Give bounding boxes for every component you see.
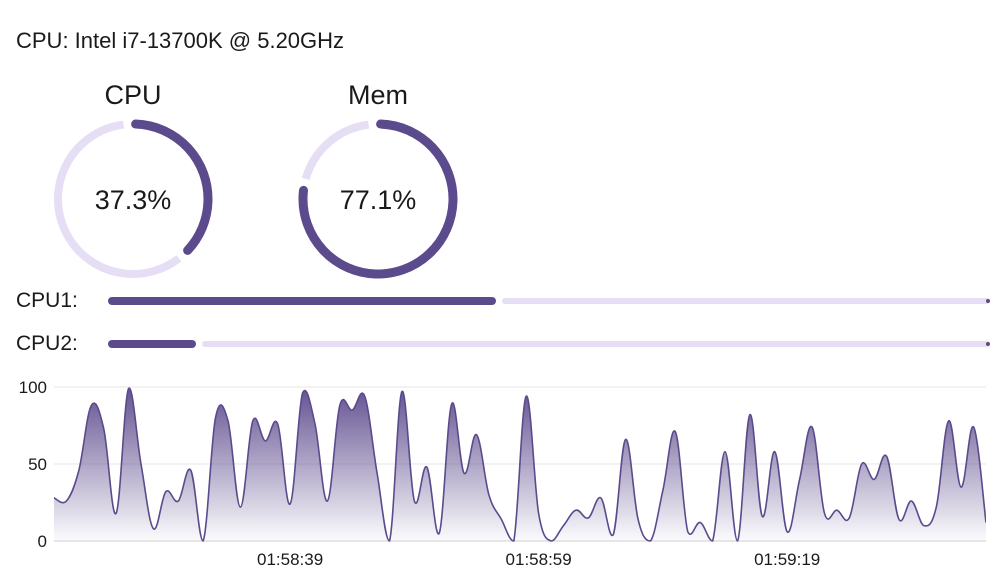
- cpu-info-label: CPU: Intel i7-13700K @ 5.20GHz: [16, 28, 345, 53]
- core-usage-bar: [108, 297, 990, 305]
- y-tick-label: 100: [19, 378, 47, 397]
- cpu-gauge-ring: 37.3%: [53, 119, 213, 279]
- y-tick-label: 50: [28, 455, 47, 474]
- y-axis: 0 50 100: [19, 378, 47, 551]
- gauge-arc: [298, 119, 458, 279]
- cpu-gauge: CPU 37.3%: [48, 78, 218, 284]
- core-usage-fill: [108, 297, 496, 305]
- core-label: CPU2:: [16, 332, 78, 355]
- x-tick-label: 01:58:59: [506, 550, 572, 569]
- core-row-cpu2: CPU2:: [16, 329, 990, 359]
- core-label: CPU1:: [16, 289, 78, 312]
- core-bar-end-marker: [986, 342, 990, 346]
- core-usage-remaining: [502, 298, 990, 304]
- gauge-title: Mem: [348, 80, 408, 110]
- gauge-track: [299, 119, 457, 278]
- x-axis: 01:58:39 01:58:59 01:59:19: [257, 550, 820, 569]
- cpu-history-chart: 0 50 100 01:58:39 01:58:59 01:59:19: [19, 378, 986, 569]
- x-tick-label: 01:59:19: [754, 550, 820, 569]
- gauge-arc: [53, 119, 213, 279]
- gauge-track: [54, 120, 212, 278]
- x-tick-label: 01:58:39: [257, 550, 323, 569]
- core-usage-bar: [108, 340, 990, 348]
- y-tick-label: 0: [38, 532, 47, 551]
- core-row-cpu1: CPU1:: [16, 286, 990, 316]
- core-bar-end-marker: [986, 299, 990, 303]
- mem-gauge: Mem 77.1%: [293, 78, 463, 284]
- core-usage-remaining: [202, 341, 990, 347]
- gauge-value: 77.1%: [340, 185, 417, 215]
- gauge-value: 37.3%: [95, 185, 172, 215]
- mem-gauge-ring: 77.1%: [298, 119, 458, 279]
- cpu-history-line: [54, 387, 986, 542]
- core-usage-fill: [108, 340, 196, 348]
- gauge-title: CPU: [104, 80, 162, 110]
